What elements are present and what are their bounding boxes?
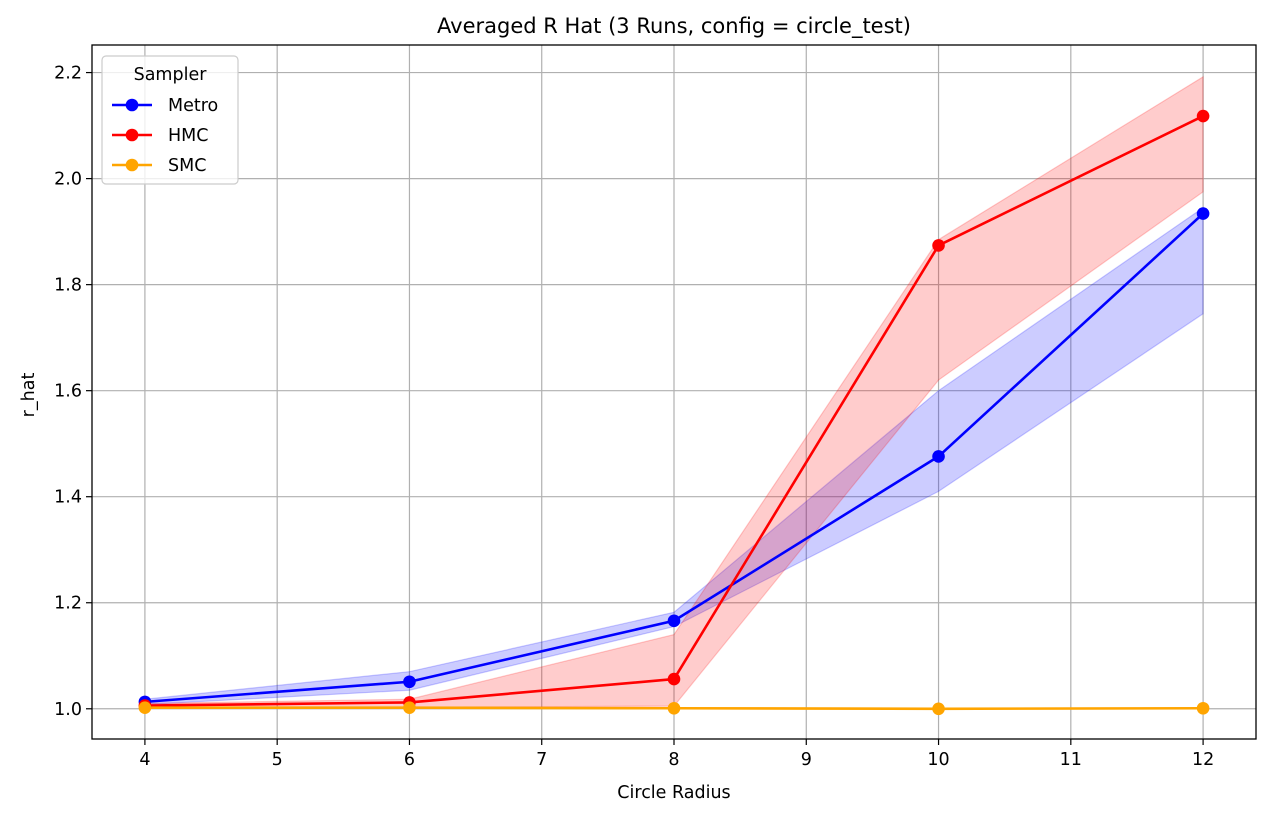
band-metro bbox=[144, 206, 1204, 706]
y-tick-label: 1.0 bbox=[54, 700, 82, 720]
point-smc bbox=[667, 701, 681, 715]
x-tick-label: 7 bbox=[536, 750, 547, 770]
y-axis-label: r_hat bbox=[19, 373, 39, 418]
x-axis-ticks: 4 5 6 7 8 9 10 11 12 bbox=[139, 739, 1214, 770]
y-tick-label: 1.2 bbox=[54, 594, 82, 614]
legend-label-metro: Metro bbox=[168, 96, 218, 116]
y-tick-label: 2.2 bbox=[54, 64, 82, 84]
x-tick-label: 9 bbox=[801, 750, 812, 770]
legend-label-hmc: HMC bbox=[168, 126, 208, 146]
chart-title: Averaged R Hat (3 Runs, config = circle_… bbox=[437, 14, 911, 39]
legend: Sampler Metro HMC SMC bbox=[101, 55, 239, 185]
x-tick-label: 6 bbox=[404, 750, 415, 770]
x-tick-label: 11 bbox=[1060, 750, 1082, 770]
point-smc bbox=[403, 701, 416, 715]
legend-title: Sampler bbox=[134, 65, 208, 85]
point-metro bbox=[667, 614, 681, 628]
y-tick-label: 2.0 bbox=[54, 170, 82, 190]
legend-box bbox=[101, 55, 239, 185]
point-metro bbox=[1196, 207, 1210, 220]
point-hmc bbox=[667, 672, 681, 686]
legend-marker-metro bbox=[125, 98, 139, 112]
y-tick-label: 1.6 bbox=[54, 382, 82, 402]
legend-marker-smc bbox=[125, 158, 139, 172]
point-hmc bbox=[1196, 109, 1210, 123]
series-points bbox=[138, 109, 1210, 716]
point-hmc bbox=[932, 239, 945, 252]
point-smc bbox=[138, 701, 152, 715]
point-metro bbox=[403, 675, 416, 689]
point-smc bbox=[932, 702, 945, 716]
point-smc bbox=[1196, 701, 1210, 715]
x-axis-label: Circle Radius bbox=[617, 783, 730, 803]
y-axis-ticks: 1.0 1.2 1.4 1.6 1.8 2.0 2.2 bbox=[54, 64, 92, 720]
y-tick-label: 1.4 bbox=[54, 488, 82, 508]
y-tick-label: 1.8 bbox=[54, 276, 82, 296]
legend-marker-hmc bbox=[125, 128, 139, 142]
x-tick-label: 8 bbox=[668, 750, 679, 770]
x-tick-label: 12 bbox=[1192, 750, 1214, 770]
point-metro bbox=[932, 450, 945, 463]
x-tick-label: 10 bbox=[927, 750, 949, 770]
legend-label-smc: SMC bbox=[168, 156, 206, 176]
x-tick-label: 4 bbox=[139, 750, 150, 770]
x-tick-label: 5 bbox=[272, 750, 283, 770]
